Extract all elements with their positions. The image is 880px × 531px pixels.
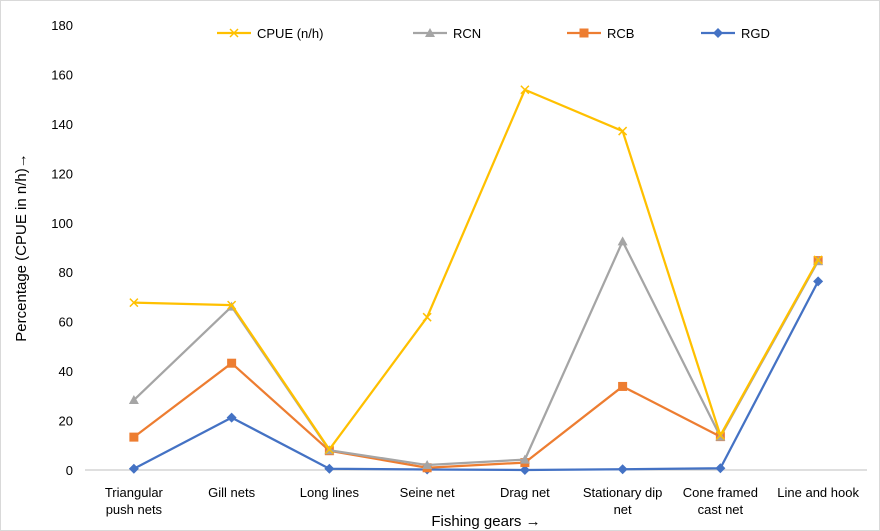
y-tick-label: 140 [51,117,73,132]
series-line [133,88,820,451]
marker-x [520,85,530,95]
x-axis-ticks: Triangular push nets Gill nets Long lines Se… [105,485,860,517]
marker-triangle [422,460,433,470]
marker-diamond [519,465,530,475]
x-tick-label-line: Drag net [500,485,550,500]
marker-x [324,444,334,455]
y-tick-label: 0 [66,463,73,478]
x-tick-label-line: Seine net [400,485,455,500]
x-tick-label-line: Cone framed [683,485,758,500]
legend-item: RCB [567,26,634,41]
y-tick-label: 20 [59,414,73,429]
x-tick-label: Seine net [400,485,455,500]
marker-diamond [813,276,824,287]
y-tick-label: 180 [51,18,73,33]
series-cpue-n-h [129,85,823,455]
x-tick-label-line: Triangular [105,485,164,500]
marker-x-stroke [520,85,530,95]
marker-square [618,381,628,391]
marker-x-stroke [229,28,239,38]
marker-triangle [425,28,435,37]
marker-x-stroke [129,298,139,308]
marker-square [227,358,237,368]
marker-x [813,255,823,265]
series-group [128,85,824,475]
y-tick-label: 60 [59,315,73,330]
legend-label: CPUE (n/h) [257,26,323,41]
x-tick-label-line: push nets [106,502,163,517]
marker-diamond [715,463,726,474]
marker-diamond [617,464,628,475]
legend-item: RGD [701,26,770,41]
marker-x-stroke [715,430,725,440]
x-tick-label: Cone framed cast net [683,485,758,517]
legend: CPUE (n/h) RCN RCB RGD [217,26,770,41]
x-tick-label-line: Gill nets [208,485,255,500]
x-tick-label: Long lines [300,485,360,500]
x-tick-label: Stationary dip net [583,485,663,517]
x-axis-title: Fishing gears → [431,513,540,530]
marker-x [715,430,725,440]
marker-diamond [713,28,723,38]
legend-label: RCB [607,26,634,41]
marker-x-stroke [227,300,237,310]
marker-x-stroke [813,255,823,265]
marker-x [229,28,239,38]
legend-label: RCN [453,26,481,41]
x-tick-label: Line and hook [777,485,859,500]
x-tick-label-line: Line and hook [777,485,859,500]
marker-triangle [519,454,530,464]
y-tick-label: 80 [59,265,73,280]
y-tick-label: 100 [51,216,73,231]
marker-diamond [226,412,237,423]
marker-x [129,298,139,308]
x-tick-label: Drag net [500,485,550,500]
x-tick-label: Triangular push nets [105,485,164,517]
marker-x [422,312,432,322]
marker-triangle [128,395,139,405]
series-line [133,260,820,469]
marker-x-stroke [324,444,334,455]
marker-triangle [617,236,628,246]
series-line [133,280,820,472]
marker-x-stroke [422,312,432,322]
marker-x [227,300,237,310]
y-tick-label: 120 [51,166,73,181]
legend-label: RGD [741,26,770,41]
y-axis-title: Percentage (CPUE in n/h)→ [13,153,30,341]
x-tick-label-line: cast net [698,502,744,517]
marker-square [129,432,139,442]
y-tick-label: 160 [51,67,73,82]
x-tick-label-line: net [614,502,632,517]
x-tick-label-line: Long lines [300,485,360,500]
x-tick-label: Gill nets [208,485,255,500]
marker-x [618,126,628,136]
marker-square [579,28,589,38]
y-tick-label: 40 [59,364,73,379]
marker-diamond [324,463,335,474]
legend-item: RCN [413,26,481,41]
marker-x-stroke [618,126,628,136]
legend-item: CPUE (n/h) [217,26,323,41]
marker-diamond [128,463,139,474]
y-axis-ticks: 0 20 40 60 80 100 120 140 160 180 [51,18,73,478]
x-tick-label-line: Stationary dip [583,485,663,500]
